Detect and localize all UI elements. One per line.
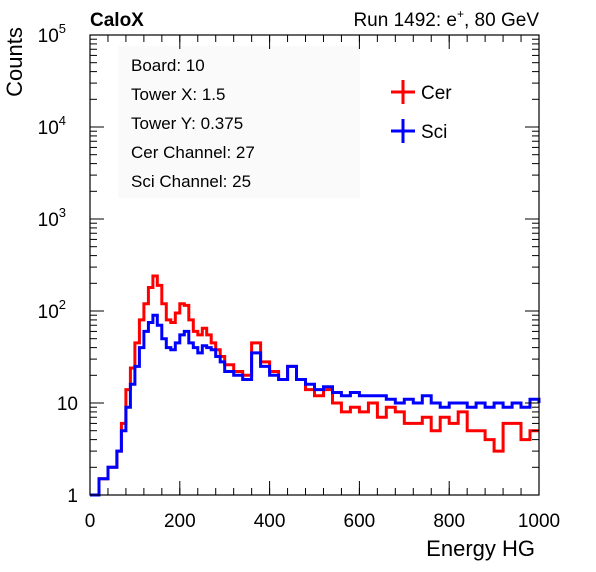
run-label: Run 1492: e+, 80 GeV bbox=[353, 7, 539, 31]
x-tick-label: 0 bbox=[85, 511, 96, 532]
info-tower-x: Tower X: 1.5 bbox=[131, 85, 226, 104]
x-tick-label: 800 bbox=[433, 511, 465, 532]
x-tick-label: 600 bbox=[344, 511, 376, 532]
y-tick-label: 105 bbox=[38, 21, 66, 47]
plot-frame bbox=[89, 34, 540, 496]
legend-label-sci: Sci bbox=[421, 122, 447, 143]
y-tick-label: 103 bbox=[38, 205, 66, 231]
y-tick-label: 10 bbox=[57, 394, 78, 415]
experiment-label: CaloX bbox=[90, 10, 144, 31]
y-tick-label: 1 bbox=[67, 486, 78, 507]
info-box-background bbox=[118, 46, 360, 198]
info-box: Board: 10 Tower X: 1.5 Tower Y: 0.375 Ce… bbox=[118, 46, 360, 198]
x-tick-label: 200 bbox=[164, 511, 196, 532]
legend: Cer Sci bbox=[391, 80, 452, 143]
series-line-cer bbox=[90, 274, 539, 497]
info-cer-channel: Cer Channel: 27 bbox=[131, 143, 255, 162]
y-tick-label: 102 bbox=[38, 297, 66, 323]
legend-label-cer: Cer bbox=[421, 83, 452, 104]
info-board: Board: 10 bbox=[131, 56, 205, 75]
y-tick-label: 104 bbox=[38, 113, 66, 139]
x-tick-label: 1000 bbox=[518, 511, 560, 532]
axis-ticks: 0 200 400 600 800 1000 1 10 102 103 104 105 bbox=[38, 21, 561, 532]
info-sci-channel: Sci Channel: 25 bbox=[131, 172, 251, 191]
x-axis-label: Energy HG bbox=[426, 536, 535, 561]
y-axis-label: Counts bbox=[2, 27, 27, 97]
series-line-sci bbox=[90, 313, 541, 497]
x-tick-label: 400 bbox=[254, 511, 286, 532]
info-tower-y: Tower Y: 0.375 bbox=[131, 114, 243, 133]
